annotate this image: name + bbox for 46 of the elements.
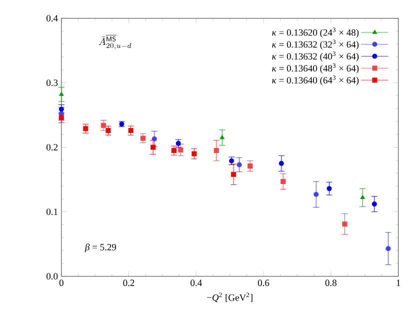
y-tick-label: 0.1 [46,208,58,216]
x-tick-label: 0.4 [190,280,202,286]
point [58,106,64,112]
point [150,144,156,150]
x-axis-title: −Q$^{2}$ [GeV$^{2}$] [207,292,252,302]
point [386,246,391,252]
point [372,202,377,207]
point [152,136,157,142]
y-tick-label: 0.4 [46,15,58,22]
annotation: β = 5.29 [84,244,116,252]
point [231,172,236,177]
point [220,135,224,140]
x-tick-label: 0.2 [123,280,134,286]
point [128,128,134,134]
point [278,160,284,166]
x-tick-label: 0 [59,280,64,286]
point [314,192,319,197]
annotation: $\bar{A}^{\overline{\mathsf{MS}}}_{20,u-d}$ [98,35,132,50]
point [140,136,146,141]
point [176,140,181,146]
point [236,162,242,168]
legend-label: κ = 0.13640 (64$^{3}$ × 64) [272,75,359,86]
point [83,126,88,132]
point [58,115,64,120]
point [192,151,197,156]
x-tick-label: 0.6 [258,280,270,286]
point [106,128,111,134]
point [101,122,106,128]
point [214,148,219,154]
point [360,195,365,200]
legend-label: κ = 0.13620 (24$^{3}$ × 48) [272,28,359,38]
legend-label: κ = 0.13640 (48$^{3}$ × 64) [272,63,359,74]
x-tick-label: 0.8 [325,280,336,286]
y-tick-label: 0.2 [46,144,58,151]
x-tick-label: 1 [396,280,400,286]
legend-label: κ = 0.13632 (40$^{3}$ × 64) [272,51,359,62]
point [342,222,348,227]
point [178,147,184,152]
y-tick-label: 0.3 [46,80,58,86]
y-tick-label: 0.0 [46,273,58,280]
point [326,186,332,192]
point [248,164,253,169]
point [171,148,176,154]
legend-label: κ = 0.13632 (32$^{3}$ × 64) [272,40,359,50]
point [280,178,286,184]
point [59,92,64,96]
